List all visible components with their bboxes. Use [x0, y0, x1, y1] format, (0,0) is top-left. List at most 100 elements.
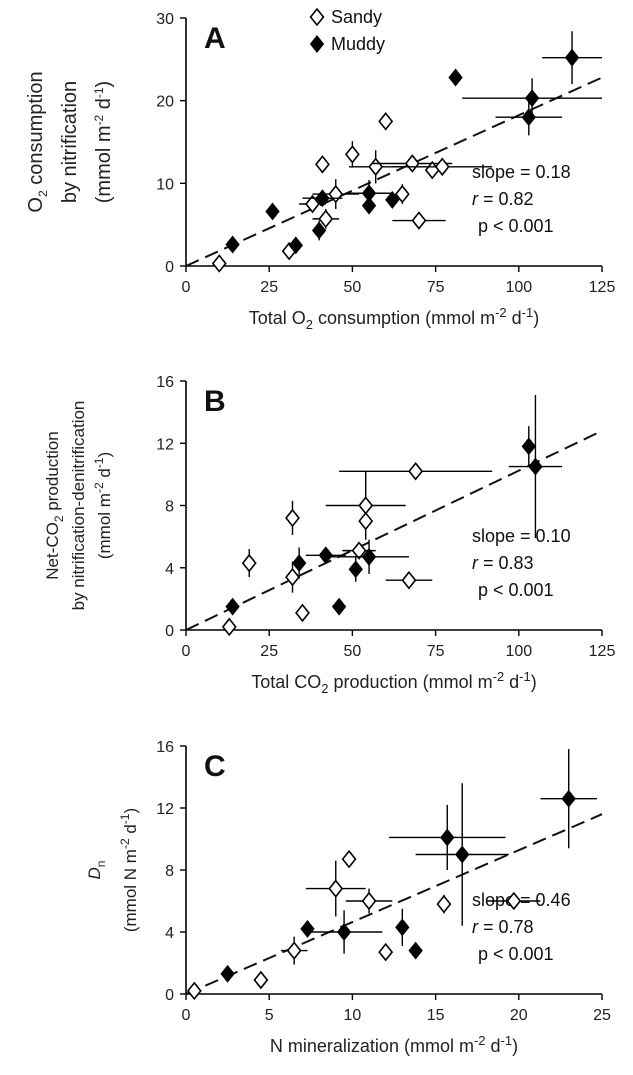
p-label: p < 0.001	[478, 216, 554, 236]
y-tick-label: 12	[156, 801, 174, 818]
x-tick-label: 25	[260, 279, 278, 296]
data-point	[285, 567, 300, 587]
legend-marker	[309, 7, 325, 27]
slope-label: slope = 0.10	[472, 526, 571, 546]
data-point	[528, 457, 543, 476]
data-point	[318, 546, 333, 565]
data-point	[315, 155, 330, 174]
y-axis-label: Net-CO2 production by nitrification-denit…	[43, 401, 114, 611]
data-point	[411, 211, 427, 230]
x-tick-label: 0	[182, 643, 191, 660]
data-point	[455, 845, 470, 864]
slope-label: slope = 0.46	[472, 890, 571, 910]
y-axis-label-line: Net-CO2 production	[43, 431, 66, 579]
data-point	[368, 157, 384, 177]
x-tick-label: 0	[182, 1007, 191, 1024]
y-tick-label: 8	[165, 863, 174, 880]
data-point	[265, 202, 280, 221]
series-sandy	[186, 849, 541, 1001]
data-point	[358, 511, 374, 531]
data-point	[408, 461, 424, 481]
data-point	[564, 48, 580, 67]
data-point	[221, 617, 237, 637]
data-point	[253, 970, 269, 990]
data-point	[311, 221, 327, 240]
series-muddy	[220, 749, 598, 983]
data-point	[378, 942, 394, 962]
data-point	[361, 547, 377, 566]
x-tick-label: 100	[505, 643, 532, 660]
y-tick-label: 20	[156, 94, 174, 111]
x-axis-label: Total CO2 production (mmol m-2 d-1)	[251, 669, 536, 696]
data-point	[305, 194, 320, 214]
data-point	[225, 235, 240, 254]
data-point	[344, 145, 360, 164]
x-tick-label: 5	[265, 1007, 274, 1024]
x-axis-label: Total O2 consumption (mmol m-2 d-1)	[249, 305, 539, 332]
x-tick-label: 50	[344, 279, 362, 296]
data-point	[401, 570, 417, 590]
y-tick-label: 0	[165, 623, 174, 640]
x-tick-label: 75	[427, 279, 445, 296]
y-axis-label-line: (mmol m-2 d-1)	[92, 81, 115, 203]
x-tick-label: 0	[182, 279, 191, 296]
data-point	[341, 849, 357, 869]
y-tick-label: 0	[165, 259, 174, 276]
panel-b: 0 25 50 75 100 125 0 4 8 12 16 B Total CO2 productio…	[43, 374, 615, 696]
x-tick-label: 25	[593, 1007, 611, 1024]
y-tick-label: 4	[165, 561, 174, 578]
data-point	[358, 496, 374, 515]
data-point	[506, 891, 522, 911]
x-tick-label: 20	[510, 1007, 528, 1024]
y-axis-label: O2 consumption by nitrification (mmol m-2 …	[25, 71, 115, 212]
legend: Sandy Muddy	[309, 7, 385, 54]
data-point	[361, 184, 377, 203]
y-tick-label: 12	[156, 436, 174, 453]
panel-c: 0 5 10 15 20 25 0 4 8 12 16 C N mineralization (mmol…	[85, 739, 611, 1056]
data-point	[361, 891, 377, 911]
y-axis-label-line: O2 consumption	[25, 71, 50, 212]
x-axis-label: N mineralization (mmol m-2 d-1)	[270, 1033, 518, 1056]
r-label: r = 0.83	[472, 553, 534, 573]
panel-a: 0 25 50 75 100 125 0 10 20 30 A Total O2 consumptio…	[25, 7, 615, 332]
data-point	[440, 828, 455, 847]
data-point	[395, 918, 410, 937]
x-tick-label: 10	[344, 1007, 362, 1024]
panel-letter: A	[204, 22, 226, 55]
data-point	[394, 184, 410, 204]
data-point	[521, 437, 536, 456]
data-point	[220, 964, 235, 983]
y-tick-label: 16	[156, 739, 174, 756]
data-point	[434, 157, 450, 177]
data-point	[300, 919, 315, 938]
x-tick-label: 50	[344, 643, 362, 660]
data-point	[385, 190, 400, 209]
x-tick-label: 100	[505, 279, 532, 296]
data-point	[404, 154, 420, 173]
series-muddy	[225, 31, 602, 255]
y-axis-label-line: by nitrification-denitrification	[69, 401, 88, 611]
r-label: r = 0.82	[472, 189, 534, 209]
y-axis-label-line: (mmol m-2 d-1)	[92, 452, 114, 559]
series-muddy	[225, 395, 563, 616]
data-point	[318, 209, 334, 229]
y-tick-label: 0	[165, 987, 174, 1004]
legend-marker	[309, 35, 325, 53]
x-tick-label: 125	[589, 643, 616, 660]
data-point	[336, 923, 352, 941]
y-axis-label-line: (mmol N m-2 d-1)	[118, 808, 140, 932]
slope-label: slope = 0.18	[472, 162, 571, 182]
data-point	[348, 560, 363, 579]
series-sandy	[211, 112, 493, 273]
data-point	[378, 112, 394, 131]
x-tick-label: 15	[427, 1007, 445, 1024]
x-tick-label: 25	[260, 643, 278, 660]
panel-letter: C	[204, 750, 226, 783]
data-point	[331, 597, 347, 616]
y-axis-label-line: Dn	[85, 861, 108, 880]
data-point	[436, 894, 452, 914]
data-point	[408, 941, 423, 960]
panel-letter: B	[204, 385, 226, 418]
data-point	[291, 554, 307, 573]
